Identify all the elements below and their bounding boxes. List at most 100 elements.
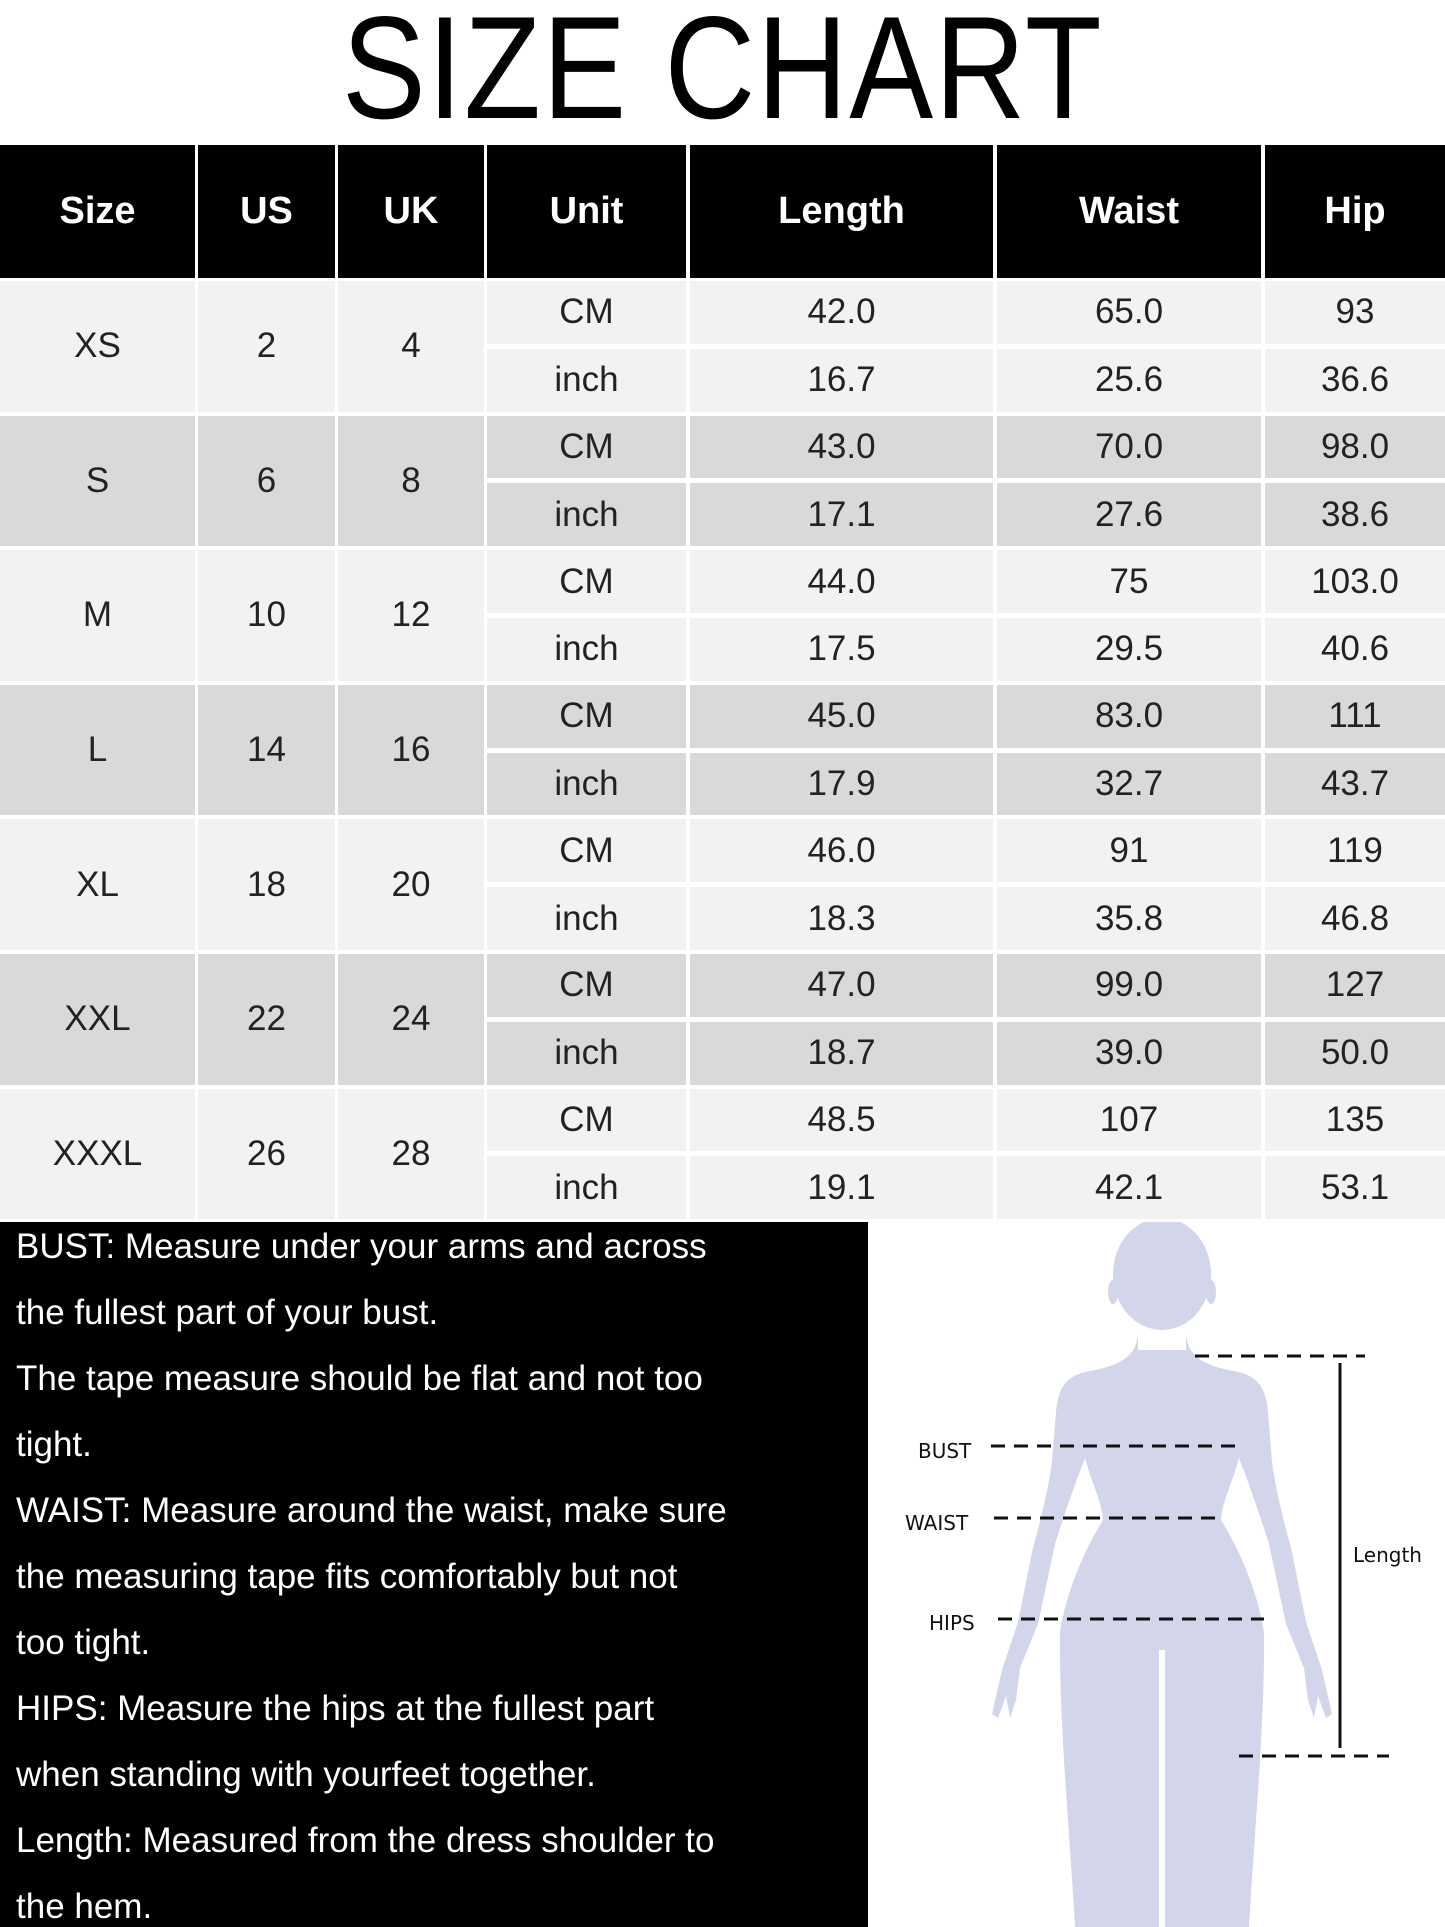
unit-cell: CM	[487, 819, 686, 883]
uk-cell: 20	[338, 819, 484, 950]
waist-cell: 83.0	[997, 684, 1261, 748]
note-line: HIPS: Measure the hips at the fullest pa…	[16, 1689, 655, 1728]
size-cell: XL	[0, 819, 195, 950]
page-title: SIZE CHART	[0, 0, 1445, 140]
length-cell: 18.7	[690, 1021, 993, 1085]
body-silhouette	[992, 1222, 1332, 1927]
header-waist: Waist	[997, 145, 1261, 278]
header-us: US	[198, 145, 335, 278]
unit-cell: inch	[487, 1156, 686, 1220]
waist-cell: 27.6	[997, 483, 1261, 547]
length-cell: 17.1	[690, 483, 993, 547]
length-cell: 18.3	[690, 887, 993, 950]
hips-label: HIPS	[929, 1611, 975, 1635]
waist-cell: 25.6	[997, 348, 1261, 412]
header-uk: UK	[338, 145, 484, 278]
header-length: Length	[690, 145, 993, 278]
hip-cell: 103.0	[1265, 550, 1445, 613]
unit-cell: inch	[487, 618, 686, 681]
note-line: too tight.	[16, 1623, 151, 1662]
waist-cell: 32.7	[997, 752, 1261, 816]
note-line: BUST: Measure under your arms and across	[16, 1227, 707, 1266]
us-cell: 2	[198, 281, 335, 412]
length-cell: 44.0	[690, 550, 993, 613]
header-size: Size	[0, 145, 195, 278]
size-cell: XXL	[0, 954, 195, 1085]
length-cell: 46.0	[690, 819, 993, 883]
hip-cell: 50.0	[1265, 1021, 1445, 1085]
length-cell: 43.0	[690, 415, 993, 479]
unit-cell: inch	[487, 348, 686, 412]
us-cell: 14	[198, 684, 335, 816]
hip-cell: 36.6	[1265, 348, 1445, 412]
size-cell: XS	[0, 281, 195, 412]
length-cell: 16.7	[690, 348, 993, 412]
note-line: WAIST: Measure around the waist, make su…	[16, 1491, 727, 1530]
unit-cell: inch	[487, 887, 686, 950]
title-text: SIZE CHART	[341, 0, 1104, 149]
length-cell: 17.9	[690, 752, 993, 816]
hip-cell: 111	[1265, 684, 1445, 748]
note-line: the fullest part of your bust.	[16, 1293, 439, 1332]
unit-cell: CM	[487, 954, 686, 1017]
unit-cell: inch	[487, 1021, 686, 1085]
note-line: The tape measure should be flat and not …	[16, 1359, 703, 1398]
length-cell: 17.5	[690, 618, 993, 681]
uk-cell: 12	[338, 550, 484, 681]
hip-cell: 98.0	[1265, 415, 1445, 479]
unit-cell: CM	[487, 684, 686, 748]
hip-cell: 127	[1265, 954, 1445, 1017]
length-cell: 42.0	[690, 281, 993, 344]
unit-cell: inch	[487, 483, 686, 547]
note-line: the hem.	[16, 1887, 153, 1926]
uk-cell: 28	[338, 1088, 484, 1220]
unit-cell: CM	[487, 550, 686, 613]
us-cell: 10	[198, 550, 335, 681]
length-cell: 48.5	[690, 1088, 993, 1152]
hip-cell: 53.1	[1265, 1156, 1445, 1220]
waist-cell: 42.1	[997, 1156, 1261, 1220]
waist-cell: 35.8	[997, 887, 1261, 950]
note-line: the measuring tape fits comfortably but …	[16, 1557, 678, 1596]
unit-cell: CM	[487, 281, 686, 344]
waist-label: WAIST	[905, 1511, 969, 1535]
waist-cell: 39.0	[997, 1021, 1261, 1085]
hip-cell: 93	[1265, 281, 1445, 344]
header-hip: Hip	[1265, 145, 1445, 278]
size-cell: M	[0, 550, 195, 681]
length-label: Length	[1353, 1543, 1422, 1567]
uk-cell: 4	[338, 281, 484, 412]
bust-label: BUST	[918, 1439, 972, 1463]
hip-cell: 119	[1265, 819, 1445, 883]
uk-cell: 16	[338, 684, 484, 816]
note-line: tight.	[16, 1425, 92, 1464]
waist-cell: 65.0	[997, 281, 1261, 344]
waist-cell: 75	[997, 550, 1261, 613]
waist-cell: 29.5	[997, 618, 1261, 681]
hip-cell: 46.8	[1265, 887, 1445, 950]
measurement-notes: BUST: Measure under your arms and across…	[0, 1222, 868, 1927]
hip-cell: 40.6	[1265, 618, 1445, 681]
unit-cell: CM	[487, 415, 686, 479]
length-cell: 19.1	[690, 1156, 993, 1220]
length-cell: 45.0	[690, 684, 993, 748]
waist-cell: 107	[997, 1088, 1261, 1152]
us-cell: 18	[198, 819, 335, 950]
size-cell: L	[0, 684, 195, 816]
us-cell: 26	[198, 1088, 335, 1220]
unit-cell: inch	[487, 752, 686, 816]
size-cell: XXXL	[0, 1088, 195, 1220]
us-cell: 22	[198, 954, 335, 1085]
header-unit: Unit	[487, 145, 686, 278]
size-cell: S	[0, 415, 195, 547]
hip-cell: 43.7	[1265, 752, 1445, 816]
uk-cell: 24	[338, 954, 484, 1085]
hip-cell: 38.6	[1265, 483, 1445, 547]
hip-cell: 135	[1265, 1088, 1445, 1152]
unit-cell: CM	[487, 1088, 686, 1152]
length-cell: 47.0	[690, 954, 993, 1017]
waist-cell: 70.0	[997, 415, 1261, 479]
us-cell: 6	[198, 415, 335, 547]
waist-cell: 99.0	[997, 954, 1261, 1017]
body-measurement-figure: BUST WAIST HIPS Length	[905, 1222, 1422, 1927]
